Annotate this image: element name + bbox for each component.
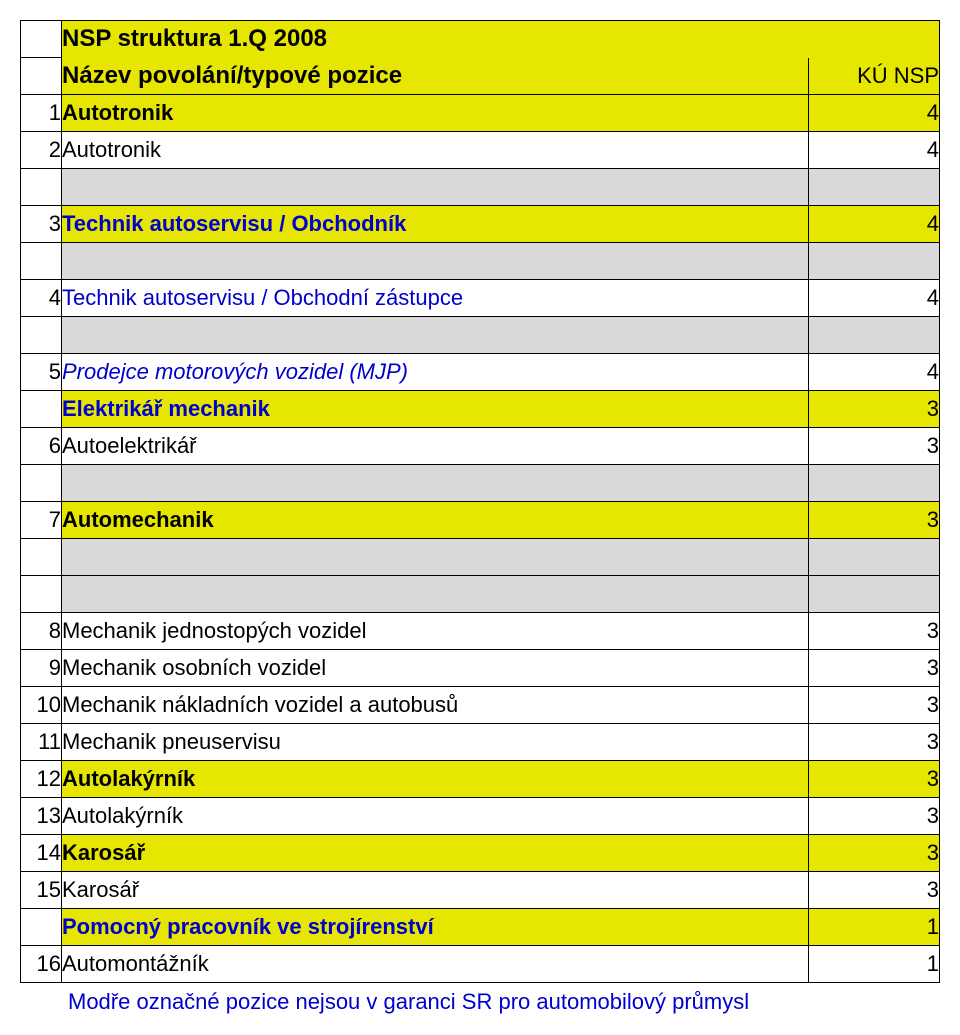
row-num: 14: [21, 835, 62, 872]
nsp-table: NSP struktura 1.Q 2008Název povolání/typ…: [20, 20, 940, 983]
row-name: Karosář: [62, 835, 809, 872]
spacer-name: [62, 465, 809, 502]
spacer-name: [62, 243, 809, 280]
row-num: 5: [21, 354, 62, 391]
footer-note: Modře označné pozice nejsou v garanci SR…: [20, 989, 940, 1015]
row-val: 3: [809, 687, 940, 724]
header-title: NSP struktura 1.Q 2008: [62, 21, 940, 58]
row-val: 1: [809, 909, 940, 946]
row-val: 3: [809, 502, 940, 539]
spacer-num: [21, 576, 62, 613]
row-num: [21, 909, 62, 946]
row-num: 4: [21, 280, 62, 317]
spacer-num: [21, 243, 62, 280]
spacer-num: [21, 539, 62, 576]
row-val: 3: [809, 835, 940, 872]
row-num: 12: [21, 761, 62, 798]
row-num: 6: [21, 428, 62, 465]
header-sub-right: KÚ NSP: [809, 58, 940, 95]
row-name: Technik autoservisu / Obchodní zástupce: [62, 280, 809, 317]
row-num: 9: [21, 650, 62, 687]
spacer-num: [21, 317, 62, 354]
row-name: Automechanik: [62, 502, 809, 539]
row-val: 4: [809, 132, 940, 169]
row-num: 11: [21, 724, 62, 761]
spacer-val: [809, 539, 940, 576]
row-val: 4: [809, 95, 940, 132]
row-name: Autolakýrník: [62, 798, 809, 835]
row-name: Technik autoservisu / Obchodník: [62, 206, 809, 243]
row-name: Mechanik jednostopých vozidel: [62, 613, 809, 650]
row-name: Mechanik osobních vozidel: [62, 650, 809, 687]
spacer-name: [62, 576, 809, 613]
row-val: 3: [809, 798, 940, 835]
row-name: Mechanik nákladních vozidel a autobusů: [62, 687, 809, 724]
row-val: 3: [809, 724, 940, 761]
row-val: 3: [809, 650, 940, 687]
spacer-num: [21, 465, 62, 502]
header-num-cell: [21, 21, 62, 58]
spacer-name: [62, 169, 809, 206]
spacer-val: [809, 169, 940, 206]
row-val: 3: [809, 428, 940, 465]
row-name: Prodejce motorových vozidel (MJP): [62, 354, 809, 391]
row-num: 2: [21, 132, 62, 169]
row-name: Automontážník: [62, 946, 809, 983]
spacer-name: [62, 539, 809, 576]
row-num: 7: [21, 502, 62, 539]
row-name: Autoelektrikář: [62, 428, 809, 465]
row-name: Karosář: [62, 872, 809, 909]
row-num: 10: [21, 687, 62, 724]
row-num: 8: [21, 613, 62, 650]
header-sub-label: Název povolání/typové pozice: [62, 58, 809, 95]
row-name: Autotronik: [62, 132, 809, 169]
row-name: Mechanik pneuservisu: [62, 724, 809, 761]
spacer-val: [809, 576, 940, 613]
row-val: 3: [809, 391, 940, 428]
row-num: 3: [21, 206, 62, 243]
row-val: 4: [809, 206, 940, 243]
row-name: Pomocný pracovník ve strojírenství: [62, 909, 809, 946]
row-val: 3: [809, 761, 940, 798]
row-num: 16: [21, 946, 62, 983]
row-num: 13: [21, 798, 62, 835]
row-num: 15: [21, 872, 62, 909]
spacer-name: [62, 317, 809, 354]
row-val: 3: [809, 613, 940, 650]
row-val: 4: [809, 354, 940, 391]
spacer-val: [809, 465, 940, 502]
header-num-cell: [21, 58, 62, 95]
row-val: 1: [809, 946, 940, 983]
row-name: Elektrikář mechanik: [62, 391, 809, 428]
spacer-val: [809, 243, 940, 280]
row-num: [21, 391, 62, 428]
row-num: 1: [21, 95, 62, 132]
row-val: 3: [809, 872, 940, 909]
row-name: Autotronik: [62, 95, 809, 132]
row-name: Autolakýrník: [62, 761, 809, 798]
row-val: 4: [809, 280, 940, 317]
spacer-val: [809, 317, 940, 354]
spacer-num: [21, 169, 62, 206]
